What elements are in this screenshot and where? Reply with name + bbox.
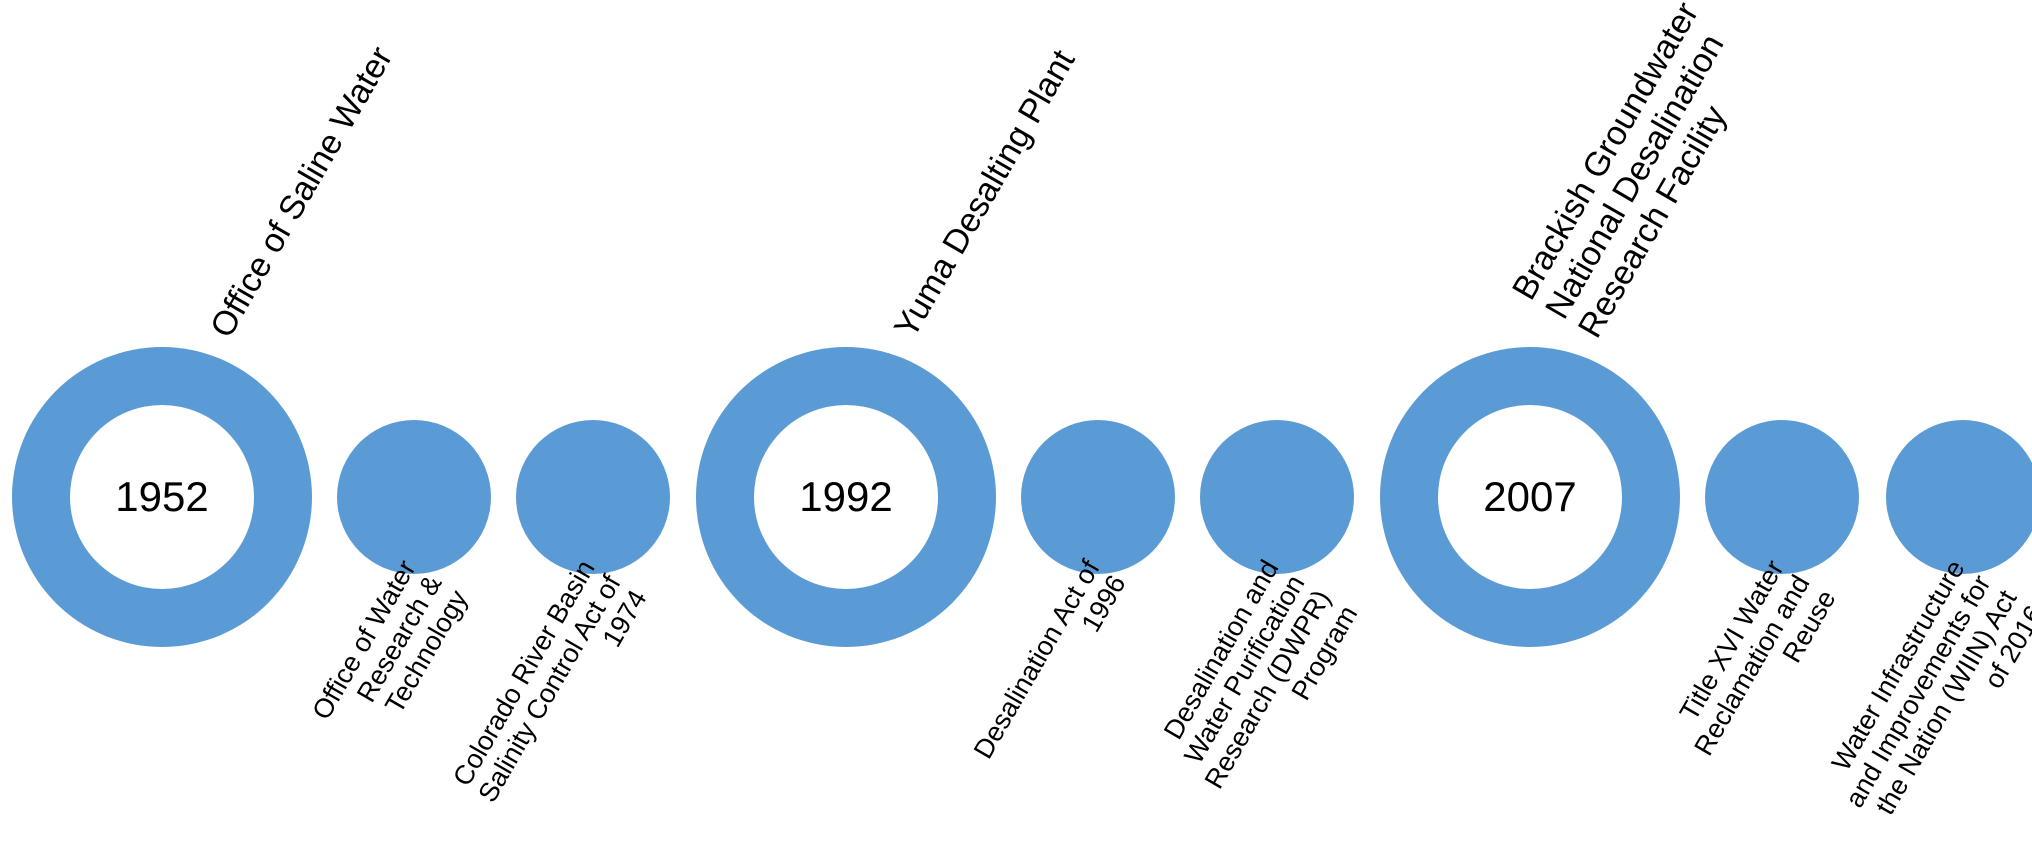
event-label: Office of Water Research & Technology xyxy=(306,555,474,755)
event-dot xyxy=(1021,420,1175,574)
milestone-ring-2007: 2007 xyxy=(1380,347,1680,647)
milestone-label: Office of Saline Water xyxy=(203,40,400,344)
milestone-center: 2007 xyxy=(1438,405,1622,589)
event-dot xyxy=(1886,420,2032,574)
milestone-center: 1952 xyxy=(70,405,254,589)
event-label: Desalination and Water Purification Resear… xyxy=(1147,555,1364,809)
event-label: Desalination Act of 1996 xyxy=(968,555,1132,779)
event-label: Title XVI Water Reclamation and Reuse xyxy=(1662,555,1842,776)
event-label: Colorado River Basin Salinity Control Act… xyxy=(446,555,653,823)
event-dot xyxy=(516,420,670,574)
label-line: Office of Saline Water xyxy=(203,40,401,345)
milestone-ring-1992: 1992 xyxy=(696,347,996,647)
milestone-center: 1992 xyxy=(754,405,938,589)
event-dot xyxy=(1705,420,1859,574)
event-label: Water Infrastructure and Improvements for… xyxy=(1813,555,2032,843)
milestone-label: Yuma Desalting Plant xyxy=(887,44,1083,345)
milestone-label: Brackish Groundwater National Desalinatio… xyxy=(1505,0,1772,344)
milestone-year: 1992 xyxy=(799,473,893,520)
milestone-year: 2007 xyxy=(1483,473,1577,520)
milestone-year: 1952 xyxy=(115,473,209,520)
event-dot xyxy=(1200,420,1354,574)
label-line: Yuma Desalting Plant xyxy=(887,43,1083,345)
milestone-ring-1952: 1952 xyxy=(12,347,312,647)
event-dot xyxy=(337,420,491,574)
